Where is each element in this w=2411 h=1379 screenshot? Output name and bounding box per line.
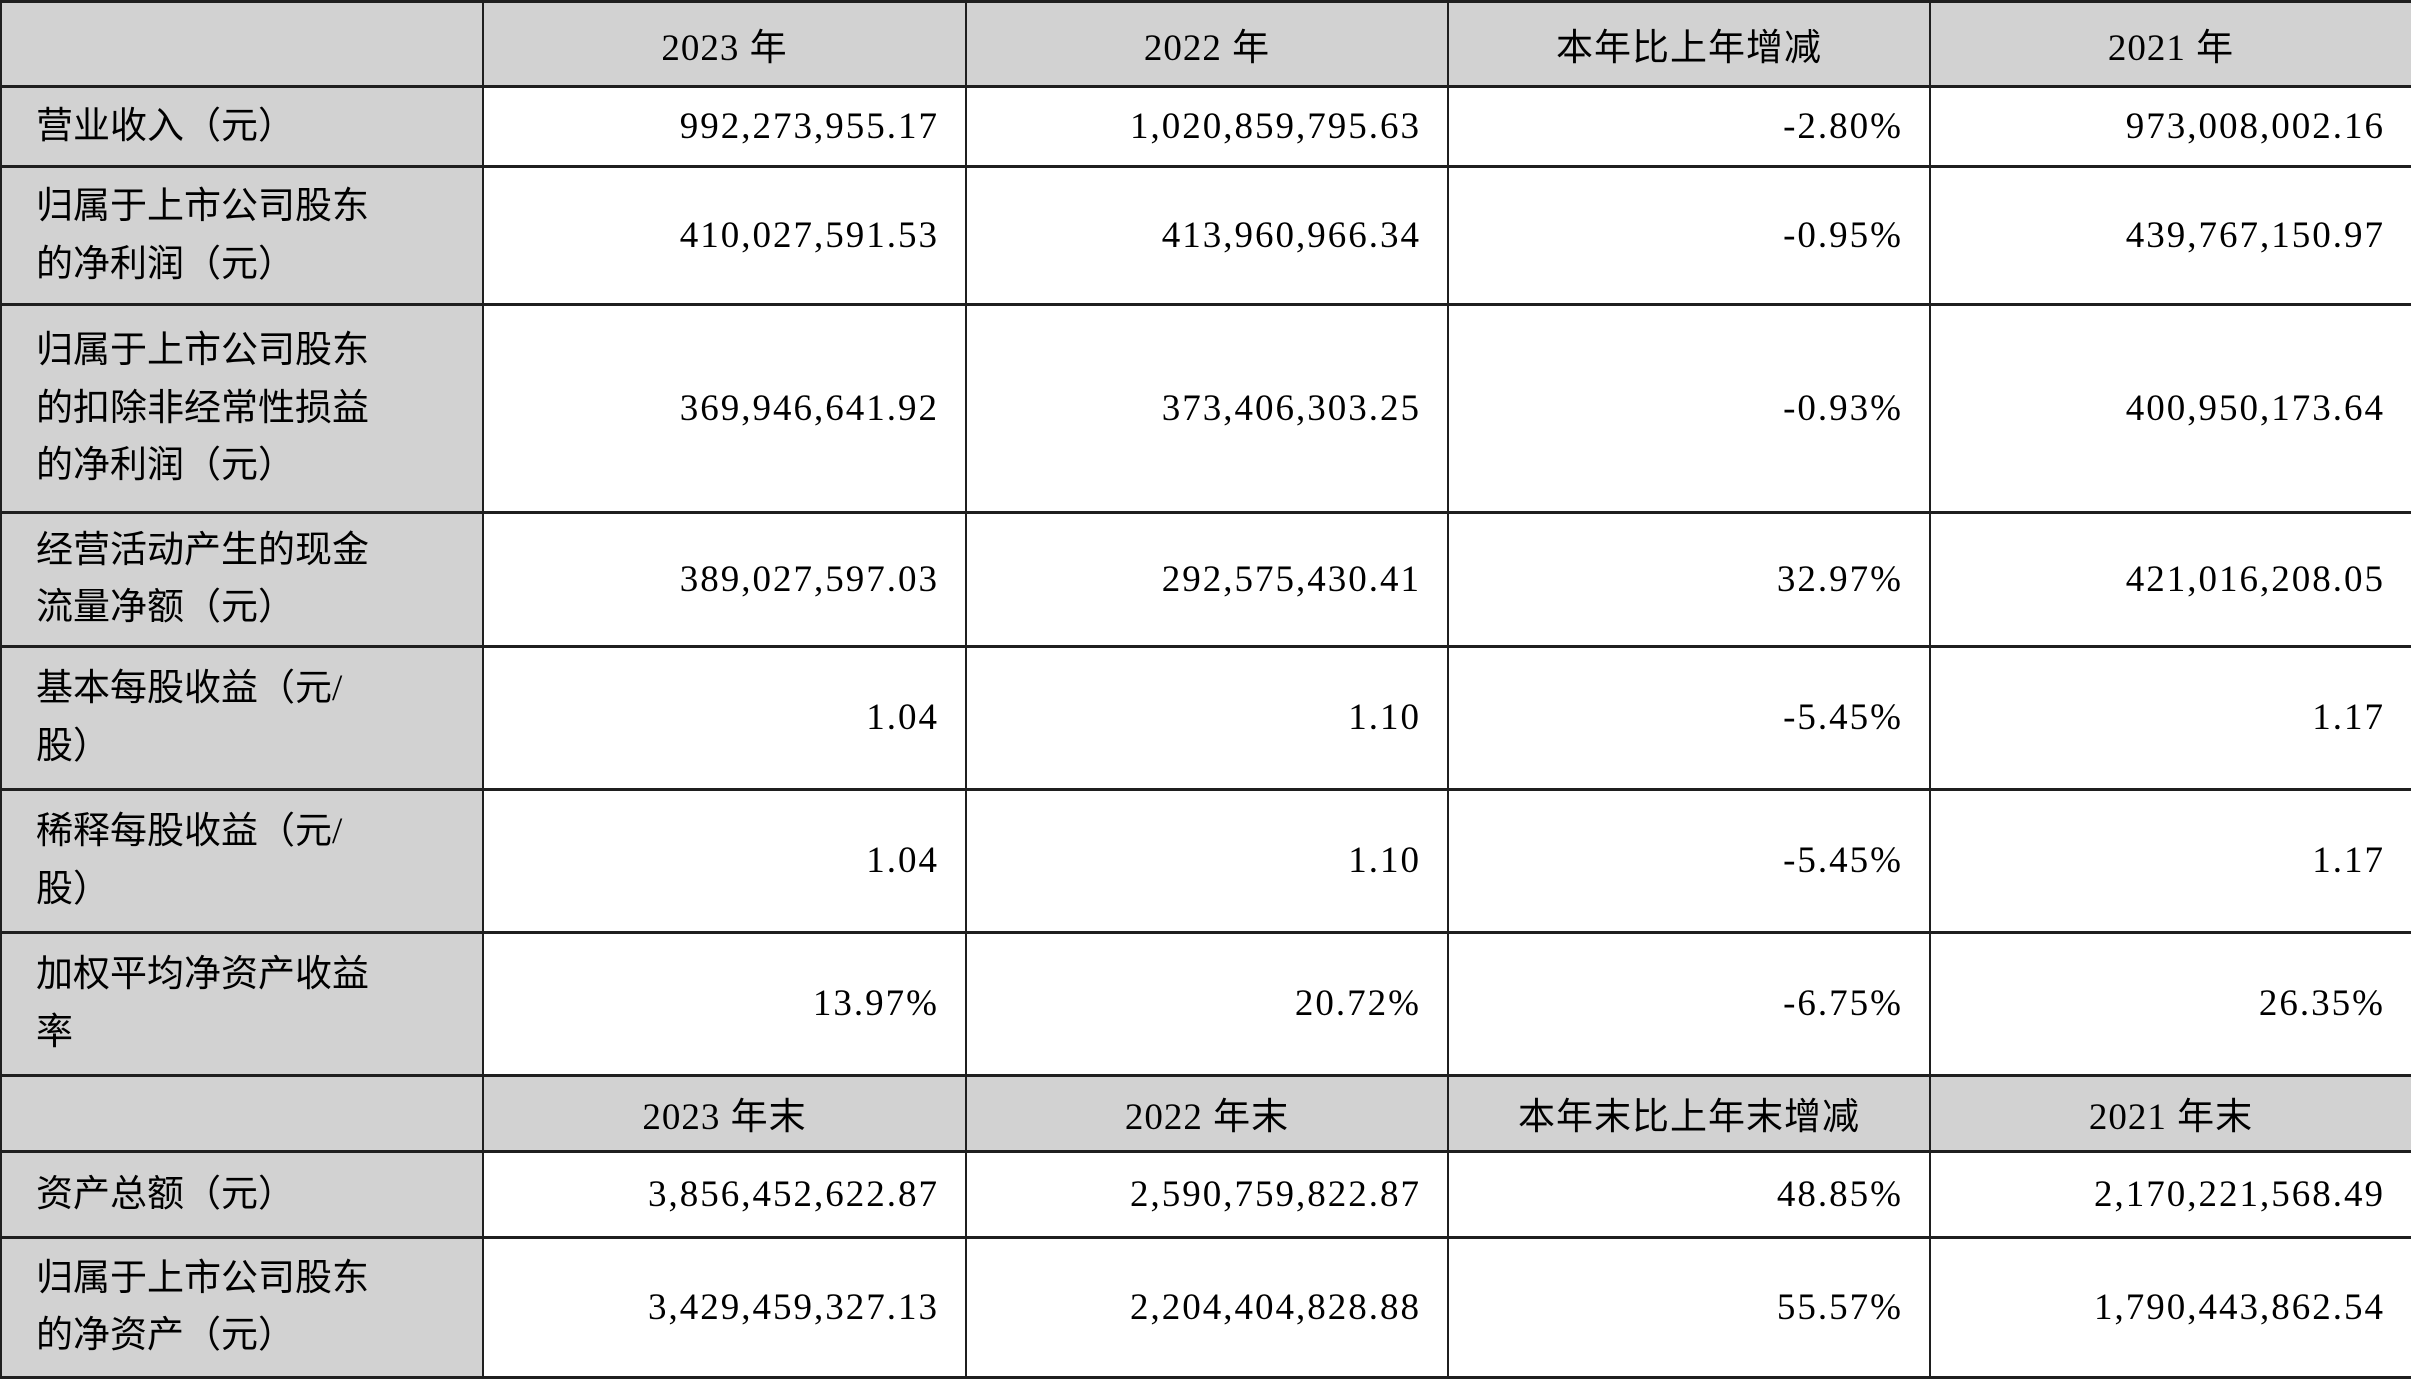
- value-cell: 410,027,591.53: [482, 165, 967, 306]
- value-cell: 1.10: [965, 644, 1449, 791]
- value-cell: 55.57%: [1447, 1235, 1931, 1379]
- row-label: 经营活动产生的现金 流量净额（元）: [0, 511, 484, 648]
- value-cell: 413,960,966.34: [965, 165, 1449, 306]
- value-cell: 973,008,002.16: [1929, 85, 2411, 168]
- column-header-yoy-change: 本年比上年增减: [1447, 0, 1931, 88]
- column-header-2023-yearend: 2023 年末: [482, 1073, 967, 1153]
- table-row-operating-cash-flow: 经营活动产生的现金 流量净额（元） 389,027,597.03 292,575…: [0, 511, 2411, 648]
- corner-cell: [0, 0, 484, 88]
- value-cell: -5.45%: [1447, 644, 1931, 791]
- value-cell: 1,790,443,862.54: [1929, 1235, 2411, 1379]
- value-cell: 2,204,404,828.88: [965, 1235, 1449, 1379]
- value-cell: 3,856,452,622.87: [482, 1149, 967, 1239]
- value-cell: 20.72%: [965, 930, 1449, 1077]
- table-header-row-annual: 2023 年 2022 年 本年比上年增减 2021 年: [0, 0, 2411, 88]
- row-label: 营业收入（元）: [0, 85, 484, 168]
- corner-cell: [0, 1073, 484, 1153]
- row-label: 资产总额（元）: [0, 1149, 484, 1239]
- value-cell: 992,273,955.17: [482, 85, 967, 168]
- value-cell: -0.95%: [1447, 165, 1931, 306]
- value-cell: 2,170,221,568.49: [1929, 1149, 2411, 1239]
- column-header-2022-yearend: 2022 年末: [965, 1073, 1449, 1153]
- value-cell: 1.10: [965, 787, 1449, 934]
- value-cell: 400,950,173.64: [1929, 303, 2411, 514]
- table-row-diluted-eps: 稀释每股收益（元/ 股） 1.04 1.10 -5.45% 1.17: [0, 787, 2411, 934]
- value-cell: -6.75%: [1447, 930, 1931, 1077]
- value-cell: 26.35%: [1929, 930, 2411, 1077]
- table-row-basic-eps: 基本每股收益（元/ 股） 1.04 1.10 -5.45% 1.17: [0, 644, 2411, 791]
- row-label: 基本每股收益（元/ 股）: [0, 644, 484, 791]
- row-label: 归属于上市公司股东 的净资产（元）: [0, 1235, 484, 1379]
- value-cell: 48.85%: [1447, 1149, 1931, 1239]
- value-cell: 389,027,597.03: [482, 511, 967, 648]
- value-cell: 421,016,208.05: [1929, 511, 2411, 648]
- column-header-2022: 2022 年: [965, 0, 1449, 88]
- value-cell: -2.80%: [1447, 85, 1931, 168]
- value-cell: 439,767,150.97: [1929, 165, 2411, 306]
- value-cell: 1.17: [1929, 644, 2411, 791]
- value-cell: 1.04: [482, 644, 967, 791]
- table-row-net-profit: 归属于上市公司股东 的净利润（元） 410,027,591.53 413,960…: [0, 165, 2411, 306]
- column-header-2021: 2021 年: [1929, 0, 2411, 88]
- value-cell: 3,429,459,327.13: [482, 1235, 967, 1379]
- value-cell: 1,020,859,795.63: [965, 85, 1449, 168]
- table-row-total-assets: 资产总额（元） 3,856,452,622.87 2,590,759,822.8…: [0, 1149, 2411, 1239]
- row-label: 归属于上市公司股东 的扣除非经常性损益 的净利润（元）: [0, 303, 484, 514]
- value-cell: 1.17: [1929, 787, 2411, 934]
- value-cell: -5.45%: [1447, 787, 1931, 934]
- value-cell: 13.97%: [482, 930, 967, 1077]
- table-row-weighted-avg-roe: 加权平均净资产收益 率 13.97% 20.72% -6.75% 26.35%: [0, 930, 2411, 1077]
- table-row-revenue: 营业收入（元） 992,273,955.17 1,020,859,795.63 …: [0, 85, 2411, 168]
- value-cell: 32.97%: [1447, 511, 1931, 648]
- row-label: 加权平均净资产收益 率: [0, 930, 484, 1077]
- value-cell: 2,590,759,822.87: [965, 1149, 1449, 1239]
- value-cell: 1.04: [482, 787, 967, 934]
- column-header-2021-yearend: 2021 年末: [1929, 1073, 2411, 1153]
- column-header-2023: 2023 年: [482, 0, 967, 88]
- value-cell: -0.93%: [1447, 303, 1931, 514]
- value-cell: 373,406,303.25: [965, 303, 1449, 514]
- row-label: 稀释每股收益（元/ 股）: [0, 787, 484, 934]
- table-header-row-yearend: 2023 年末 2022 年末 本年末比上年末增减 2021 年末: [0, 1073, 2411, 1153]
- row-label: 归属于上市公司股东 的净利润（元）: [0, 165, 484, 306]
- value-cell: 292,575,430.41: [965, 511, 1449, 648]
- value-cell: 369,946,641.92: [482, 303, 967, 514]
- column-header-yearend-change: 本年末比上年末增减: [1447, 1073, 1931, 1153]
- table-row-net-profit-excl-nonrecurring: 归属于上市公司股东 的扣除非经常性损益 的净利润（元） 369,946,641.…: [0, 303, 2411, 514]
- table-row-net-assets: 归属于上市公司股东 的净资产（元） 3,429,459,327.13 2,204…: [0, 1235, 2411, 1379]
